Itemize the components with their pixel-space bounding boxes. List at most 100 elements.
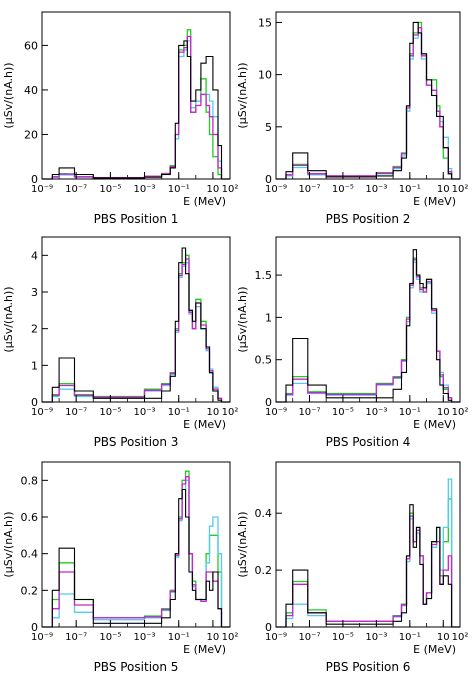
x-tick-label: 10⁻¹ — [168, 184, 190, 195]
series-green-line — [276, 498, 460, 628]
x-tick-label: 10⁻³ — [134, 184, 156, 195]
series-cyan-line — [276, 261, 460, 403]
series-magenta-line — [42, 35, 230, 180]
x-tick-label: 10⁻⁹ — [31, 632, 53, 643]
y-tick-label: 2 — [31, 323, 38, 336]
x-tick-label: 10² — [452, 184, 469, 195]
y-tick-label: 0 — [265, 396, 272, 409]
x-tick-label: 10⁻⁹ — [31, 407, 53, 418]
plot-frame — [275, 461, 461, 628]
y-axis-label: (μSv/(nA.h)) — [236, 286, 249, 352]
x-tick-label: 10⁻¹ — [168, 632, 190, 643]
x-tick-label: 10 — [437, 632, 450, 643]
x-tick-label: 10⁻¹ — [399, 407, 421, 418]
x-tick-label: 10⁻⁷ — [298, 407, 320, 418]
series-cyan-line — [276, 478, 460, 628]
plot-frame — [275, 236, 461, 403]
panel-title: PBS Position 4 — [326, 435, 411, 449]
series-green-line — [276, 21, 460, 180]
y-axis-label: (μSv/(nA.h)) — [2, 511, 15, 577]
x-tick-label: 10⁻⁹ — [265, 184, 287, 195]
y-tick-label: 5 — [265, 121, 272, 134]
x-tick-label: 10² — [452, 632, 469, 643]
x-axis-label: E (MeV) — [413, 643, 456, 656]
series-magenta-line — [42, 258, 230, 403]
x-axis-label: E (MeV) — [183, 643, 226, 656]
x-tick-label: 10⁻⁵ — [99, 632, 121, 643]
x-tick-label: 10² — [222, 632, 239, 643]
x-tick-label: 10² — [452, 407, 469, 418]
x-tick-label: 10⁻⁷ — [65, 407, 87, 418]
y-tick-label: 15 — [258, 16, 272, 29]
series-magenta-line — [276, 259, 460, 403]
y-axis-label: (μSv/(nA.h)) — [2, 62, 15, 128]
x-tick-label: 10⁻⁷ — [298, 184, 320, 195]
series-magenta-line — [276, 27, 460, 180]
x-tick-label: 10⁻³ — [365, 407, 387, 418]
y-tick-label: 0.8 — [21, 474, 39, 487]
x-tick-label: 10⁻⁵ — [332, 184, 354, 195]
x-tick-label: 10⁻⁹ — [265, 407, 287, 418]
y-axis-label: (μSv/(nA.h)) — [2, 286, 15, 352]
y-tick-label: 1 — [31, 359, 38, 372]
x-tick-label: 10² — [222, 184, 239, 195]
y-tick-label: 0.2 — [21, 584, 39, 597]
x-tick-label: 10 — [207, 632, 220, 643]
plot-frame — [41, 236, 231, 403]
series-black-line — [42, 488, 230, 628]
series-magenta-line — [276, 515, 460, 628]
x-tick-label: 10⁻⁵ — [99, 184, 121, 195]
x-axis-label: E (MeV) — [413, 195, 456, 208]
series-black-line — [276, 21, 460, 180]
series-black-line — [276, 249, 460, 403]
panel-title: PBS Position 3 — [94, 435, 179, 449]
y-tick-label: 0 — [31, 396, 38, 409]
x-axis-label: E (MeV) — [183, 418, 226, 431]
y-tick-label: 10 — [258, 69, 272, 82]
panel-5: 0 0.2 0.4 0.6 0.8 10⁻⁹ 10⁻⁷ 10⁻⁵ 10⁻³ 10⁻¹ 10 10²E … — [2, 461, 239, 674]
y-tick-label: 0.4 — [255, 507, 273, 520]
x-tick-label: 10⁻³ — [134, 407, 156, 418]
plot-frame — [275, 11, 461, 180]
series-magenta-line — [42, 476, 230, 628]
panel-title: PBS Position 5 — [94, 660, 179, 674]
y-tick-label: 3 — [31, 286, 38, 299]
series-cyan-line — [42, 40, 230, 180]
x-tick-label: 10⁻¹ — [399, 632, 421, 643]
x-tick-label: 10 — [437, 184, 450, 195]
x-tick-label: 10⁻¹ — [168, 407, 190, 418]
y-tick-label: 0.5 — [255, 354, 273, 367]
x-tick-label: 10⁻⁵ — [332, 407, 354, 418]
y-axis-label: (μSv/(nA.h)) — [236, 62, 249, 128]
series-green-line — [42, 470, 230, 628]
x-axis-label: E (MeV) — [183, 195, 226, 208]
y-tick-label: 0 — [265, 621, 272, 634]
x-tick-label: 10⁻⁷ — [65, 184, 87, 195]
panel-title: PBS Position 1 — [94, 212, 179, 226]
x-tick-label: 10⁻⁷ — [65, 632, 87, 643]
series-cyan-line — [276, 32, 460, 180]
y-tick-label: 40 — [24, 84, 38, 97]
y-tick-label: 0 — [265, 173, 272, 186]
y-tick-label: 60 — [24, 39, 38, 52]
x-tick-label: 10⁻³ — [365, 632, 387, 643]
x-tick-label: 10² — [222, 407, 239, 418]
series-cyan-line — [42, 262, 230, 403]
x-tick-label: 10⁻³ — [365, 184, 387, 195]
series-green-line — [42, 29, 230, 180]
x-axis-label: E (MeV) — [413, 418, 456, 431]
series-green-line — [276, 257, 460, 403]
plot-frame — [41, 11, 231, 180]
x-tick-label: 10⁻⁷ — [298, 632, 320, 643]
x-tick-label: 10 — [207, 407, 220, 418]
x-tick-label: 10⁻⁵ — [99, 407, 121, 418]
series-black-line — [42, 247, 230, 403]
y-tick-label: 20 — [24, 128, 38, 141]
panel-title: PBS Position 2 — [326, 212, 411, 226]
y-tick-label: 0.4 — [21, 548, 39, 561]
x-tick-label: 10⁻⁵ — [332, 632, 354, 643]
